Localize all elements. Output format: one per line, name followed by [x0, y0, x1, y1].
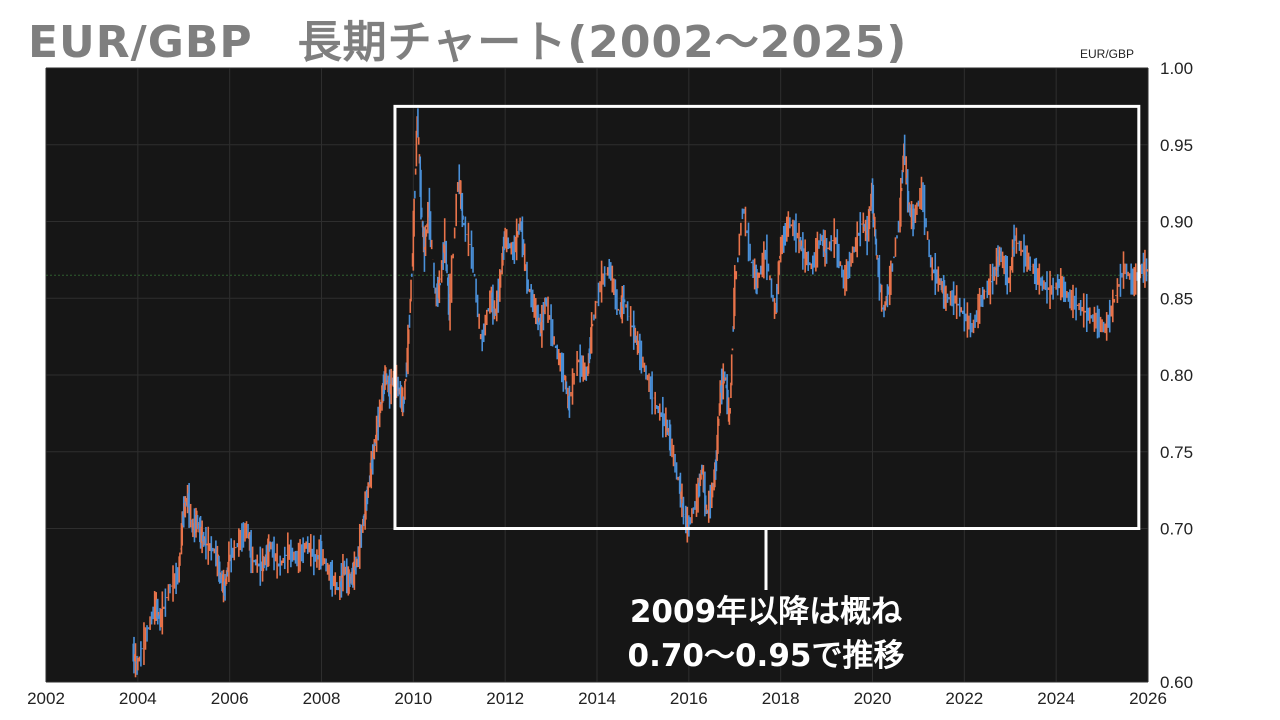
y-tick-label-1: 0.95	[1160, 136, 1193, 155]
annotation-text-line-1: 2009年以降は概ね	[630, 594, 902, 630]
y-tick-label-2: 0.90	[1160, 213, 1193, 232]
y-tick-label-6: 0.70	[1160, 520, 1193, 539]
x-tick-label-3: 2008	[303, 689, 341, 708]
page-title: EUR/GBP 長期チャート(2002～2025)	[28, 17, 908, 68]
x-tick-label-12: 2026	[1129, 689, 1167, 708]
y-tick-label-4: 0.80	[1160, 366, 1193, 385]
y-tick-label-5: 0.75	[1160, 443, 1193, 462]
x-axis-ticks: 2002 2004 2006 2008 2010 2012 2014 2016 2018 2020…	[27, 689, 1167, 708]
x-tick-label-5: 2012	[486, 689, 524, 708]
x-tick-label-8: 2018	[762, 689, 800, 708]
x-tick-label-4: 2010	[394, 689, 432, 708]
annotation-text-line-2: 0.70～0.95で推移	[628, 638, 905, 674]
x-tick-label-10: 2022	[945, 689, 983, 708]
x-tick-label-9: 2020	[854, 689, 892, 708]
series-label: EUR/GBP	[1080, 47, 1134, 61]
x-tick-label-1: 2004	[119, 689, 157, 708]
x-tick-label-6: 2014	[578, 689, 616, 708]
x-tick-label-2: 2006	[211, 689, 249, 708]
y-tick-label-3: 0.85	[1160, 289, 1193, 308]
x-tick-label-11: 2024	[1037, 689, 1075, 708]
y-tick-label-7: 0.60	[1160, 673, 1193, 692]
y-tick-label-0: 1.00	[1160, 59, 1193, 78]
x-tick-label-0: 2002	[27, 689, 65, 708]
y-axis-ticks: 1.00 0.95 0.90 0.85 0.80 0.75 0.70 0.60	[1160, 59, 1193, 692]
x-tick-label-7: 2016	[670, 689, 708, 708]
